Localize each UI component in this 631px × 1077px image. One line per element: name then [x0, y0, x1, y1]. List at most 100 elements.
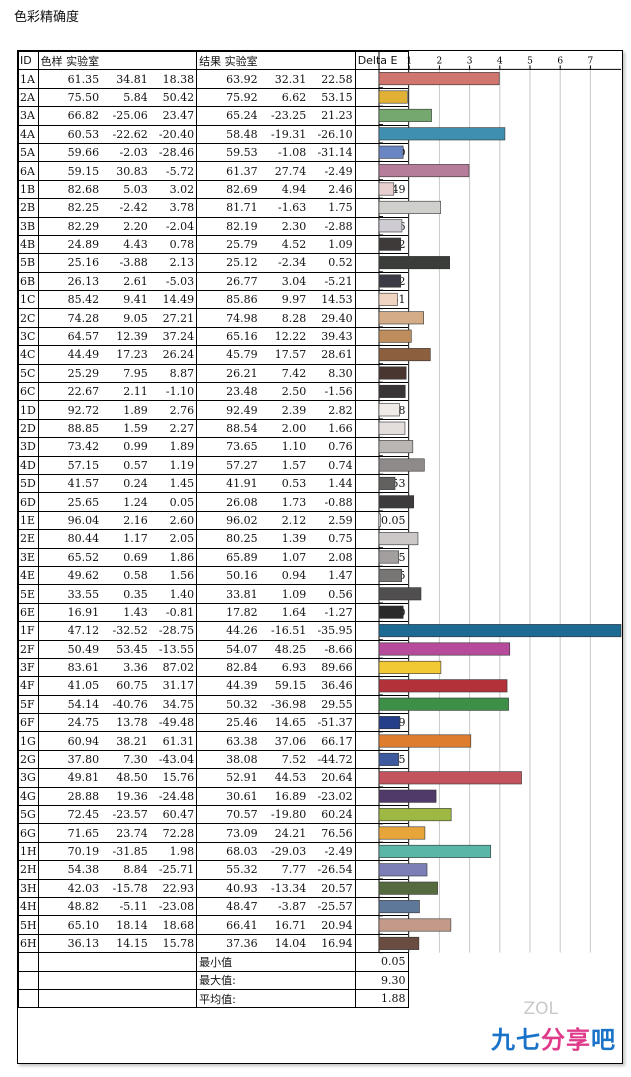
sample-b: 27.21: [149, 308, 198, 328]
delta-e-table: ID 色样 实验室 结果 实验室 Delta E 1A 61.35 34.81 18.…: [18, 50, 622, 1009]
sample-a: 23.74: [101, 823, 150, 843]
sample-b: 15.78: [149, 933, 198, 954]
sample-l: 72.45: [37, 805, 102, 825]
bar-3E: [378, 550, 399, 564]
sample-l: 57.15: [37, 455, 102, 475]
bar-4H: [378, 900, 420, 914]
result-l: 33.81: [196, 584, 260, 604]
sample-l: 64.57: [37, 326, 102, 347]
sample-a: 53.45: [101, 639, 150, 659]
sample-l: 59.15: [37, 161, 102, 181]
result-a: 6.62: [259, 87, 309, 108]
result-l: 30.61: [196, 786, 260, 807]
result-l: 26.21: [196, 363, 260, 384]
result-b: 20.57: [308, 878, 356, 898]
result-b: 66.17: [308, 731, 356, 751]
result-b: 2.59: [308, 510, 356, 531]
result-l: 82.69: [196, 179, 260, 200]
sample-l: 80.44: [37, 529, 102, 549]
result-a: 1.64: [259, 602, 309, 623]
sample-l: 60.53: [37, 124, 102, 144]
patch-id: 4E: [18, 565, 39, 586]
bar-1F: [378, 624, 622, 638]
result-a: 1.07: [259, 547, 309, 567]
sample-b: 1.19: [149, 455, 198, 475]
sample-b: -23.08: [149, 896, 198, 917]
result-a: 24.21: [259, 823, 309, 843]
result-l: 80.25: [196, 529, 260, 549]
sample-b: -25.71: [149, 860, 198, 880]
result-b: 1.75: [308, 198, 356, 218]
sample-a: 48.50: [101, 768, 150, 788]
result-b: -2.49: [308, 161, 356, 181]
sample-b: 50.42: [149, 87, 198, 108]
patch-id: 5B: [18, 253, 39, 273]
patch-id: 5A: [18, 142, 39, 163]
result-a: 0.94: [259, 565, 309, 586]
result-l: 45.79: [196, 345, 260, 365]
patch-id: 2F: [18, 639, 39, 659]
result-b: -35.95: [308, 621, 356, 641]
sample-b: 0.78: [149, 234, 198, 255]
result-l: 44.39: [196, 676, 260, 696]
result-a: -19.31: [259, 124, 309, 144]
sample-b: 23.47: [149, 106, 198, 126]
result-a: 2.00: [259, 418, 309, 439]
result-b: -2.88: [308, 216, 356, 236]
result-l: 55.32: [196, 860, 260, 880]
sample-b: 60.47: [149, 805, 198, 825]
result-a: 3.04: [259, 271, 309, 292]
sample-l: 26.13: [37, 271, 102, 292]
result-b: 28.61: [308, 345, 356, 365]
bar-4G: [378, 789, 437, 803]
bar-1A: [378, 72, 500, 86]
result-a: 2.30: [259, 216, 309, 236]
watermark-part-b: 分享: [541, 1026, 591, 1054]
result-l: 63.38: [196, 731, 260, 751]
bar-4A: [378, 127, 506, 141]
sample-b: 34.75: [149, 694, 198, 715]
summary-blank: [149, 952, 198, 972]
result-l: 68.03: [196, 841, 260, 862]
result-b: 14.53: [308, 290, 356, 310]
patch-id: 3B: [18, 216, 39, 236]
summary-blank: [308, 970, 356, 990]
result-a: 4.94: [259, 179, 309, 200]
summary-blank: [259, 970, 309, 990]
bar-1D: [378, 403, 400, 417]
patch-id: 3G: [18, 768, 39, 788]
patch-id: 6G: [18, 823, 39, 843]
result-b: 1.44: [308, 473, 356, 494]
sample-l: 92.72: [37, 400, 102, 420]
color-accuracy-report: ID 色样 实验室 结果 实验室 Delta E 1A 61.35 34.81 18.…: [17, 50, 623, 1064]
sample-b: 2.60: [149, 510, 198, 531]
result-l: 74.98: [196, 308, 260, 328]
patch-id: 5D: [18, 473, 39, 494]
patch-id: 1C: [18, 290, 39, 310]
patch-id: 3H: [18, 878, 39, 898]
result-b: 8.30: [308, 363, 356, 384]
bar-2E: [378, 532, 419, 546]
sample-l: 83.61: [37, 657, 102, 678]
sample-b: 1.40: [149, 584, 198, 604]
result-l: 88.54: [196, 418, 260, 439]
sample-a: 0.69: [101, 547, 150, 567]
result-b: -31.14: [308, 142, 356, 163]
result-a: 16.71: [259, 915, 309, 935]
header-sample: 色样 实验室: [37, 50, 102, 71]
result-a: 12.22: [259, 326, 309, 347]
sample-a: 9.41: [101, 290, 150, 310]
result-a: 16.89: [259, 786, 309, 807]
site-watermark: 九七分享吧: [491, 1020, 616, 1055]
bar-3D: [378, 440, 414, 454]
sample-a: -3.88: [101, 253, 150, 273]
patch-id: 3C: [18, 326, 39, 347]
result-a: 48.25: [259, 639, 309, 659]
sample-a: -22.62: [101, 124, 150, 144]
result-a: 1.10: [259, 437, 309, 457]
table-row: 1E 96.04 2.16 2.60 96.02 2.12 2.59 0.05: [18, 510, 622, 531]
